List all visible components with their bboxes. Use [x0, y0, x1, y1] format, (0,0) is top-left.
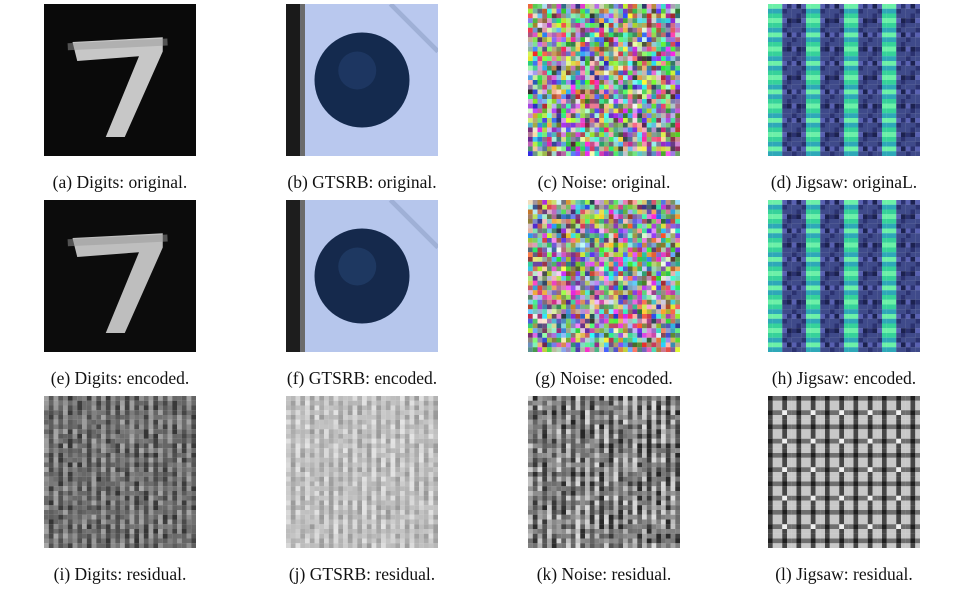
noise-original-image — [528, 4, 680, 156]
caption-d: (d) Jigsaw: originaL. — [770, 172, 918, 192]
caption-c: (c) Noise: original. — [537, 172, 671, 192]
caption-j: (j) GTSRB: residual. — [288, 564, 436, 584]
digits-original-image — [44, 4, 196, 156]
jigsaw-encoded-image — [768, 200, 920, 352]
gtsrb-residual-image — [286, 396, 438, 548]
gtsrb-encoded-image — [286, 200, 438, 352]
caption-h: (h) Jigsaw: encoded. — [771, 368, 917, 388]
noise-residual-image — [528, 396, 680, 548]
caption-b: (b) GTSRB: original. — [287, 172, 437, 192]
caption-f: (f) GTSRB: encoded. — [286, 368, 438, 388]
jigsaw-residual-image — [768, 396, 920, 548]
caption-e: (e) Digits: encoded. — [50, 368, 190, 388]
caption-i: (i) Digits: residual. — [53, 564, 187, 584]
digits-residual-image — [44, 396, 196, 548]
caption-a: (a) Digits: original. — [52, 172, 188, 192]
noise-encoded-image — [528, 200, 680, 352]
jigsaw-original-image — [768, 4, 920, 156]
caption-k: (k) Noise: residual. — [536, 564, 672, 584]
digits-encoded-image — [44, 200, 196, 352]
caption-l: (l) Jigsaw: residual. — [775, 564, 913, 584]
caption-g: (g) Noise: encoded. — [535, 368, 673, 388]
gtsrb-original-image — [286, 4, 438, 156]
